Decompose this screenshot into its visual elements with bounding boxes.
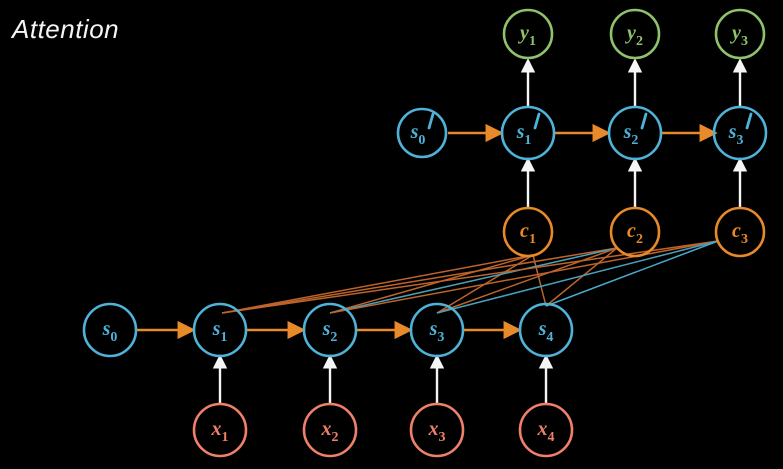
svg-text:s4: s4 <box>538 318 554 345</box>
svg-text:y1: y1 <box>518 22 536 49</box>
svg-text:c3: c3 <box>732 220 748 247</box>
svg-text:s1: s1 <box>516 121 532 148</box>
svg-text:s3: s3 <box>728 121 744 148</box>
svg-text:s2: s2 <box>322 318 338 345</box>
svg-text:y2: y2 <box>625 22 643 49</box>
svg-text:x1: x1 <box>211 418 229 445</box>
svg-text:s3: s3 <box>429 318 445 345</box>
svg-text:s0: s0 <box>102 318 118 345</box>
svg-text:s2: s2 <box>623 121 639 148</box>
svg-text:x3: x3 <box>428 418 446 445</box>
svg-text:x2: x2 <box>321 418 339 445</box>
svg-text:x4: x4 <box>537 418 555 445</box>
svg-text:c2: c2 <box>627 220 643 247</box>
svg-text:s1: s1 <box>212 318 228 345</box>
svg-text:c1: c1 <box>520 220 536 247</box>
svg-text:s0: s0 <box>410 121 426 148</box>
svg-text:y3: y3 <box>730 22 748 49</box>
